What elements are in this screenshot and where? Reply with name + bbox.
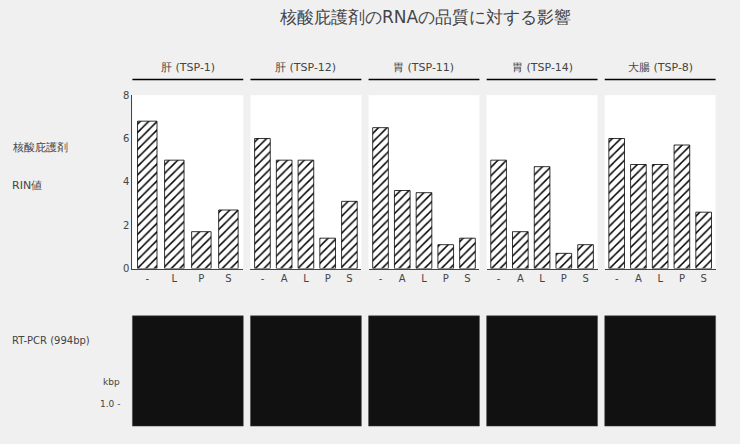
svg-text:-: - [379,273,383,284]
svg-text:L: L [539,273,545,284]
svg-text:RIN値: RIN値 [12,179,42,192]
svg-text:胃 (TSP-11): 胃 (TSP-11) [393,61,454,74]
svg-text:大腸 (TSP-8): 大腸 (TSP-8) [628,61,693,74]
svg-text:S: S [225,273,231,284]
svg-text:2: 2 [123,220,129,231]
svg-text:P: P [443,273,449,284]
svg-text:A: A [635,273,642,284]
svg-text:核酸庇護剤: 核酸庇護剤 [12,141,68,154]
svg-text:kbp: kbp [103,377,120,387]
svg-text:肝 (TSP-12): 肝 (TSP-12) [275,61,336,74]
svg-text:S: S [464,273,470,284]
svg-text:A: A [517,273,524,284]
svg-text:P: P [325,273,331,284]
svg-text:S: S [346,273,352,284]
svg-text:L: L [172,273,178,284]
svg-text:0: 0 [123,263,129,274]
svg-text:L: L [657,273,663,284]
svg-text:S: S [700,273,706,284]
svg-text:P: P [198,273,204,284]
svg-text:核酸庇護剤のRNAの品質に対する影響: 核酸庇護剤のRNAの品質に対する影響 [279,7,571,27]
svg-text:-: - [497,273,501,284]
svg-text:-: - [615,273,619,284]
svg-text:RT-PCR (994bp): RT-PCR (994bp) [12,335,90,346]
svg-text:L: L [421,273,427,284]
svg-text:L: L [303,273,309,284]
svg-text:胃 (TSP-14): 胃 (TSP-14) [512,61,573,74]
svg-text:6: 6 [123,133,129,144]
svg-text:P: P [561,273,567,284]
svg-text:P: P [679,273,685,284]
svg-text:1.0 -: 1.0 - [100,399,120,409]
svg-text:4: 4 [123,176,129,187]
svg-text:肝 (TSP-1): 肝 (TSP-1) [161,61,215,74]
svg-text:A: A [399,273,406,284]
svg-text:-: - [145,273,149,284]
svg-text:A: A [281,273,288,284]
svg-text:8: 8 [123,90,129,101]
svg-text:S: S [582,273,588,284]
svg-text:-: - [261,273,265,284]
